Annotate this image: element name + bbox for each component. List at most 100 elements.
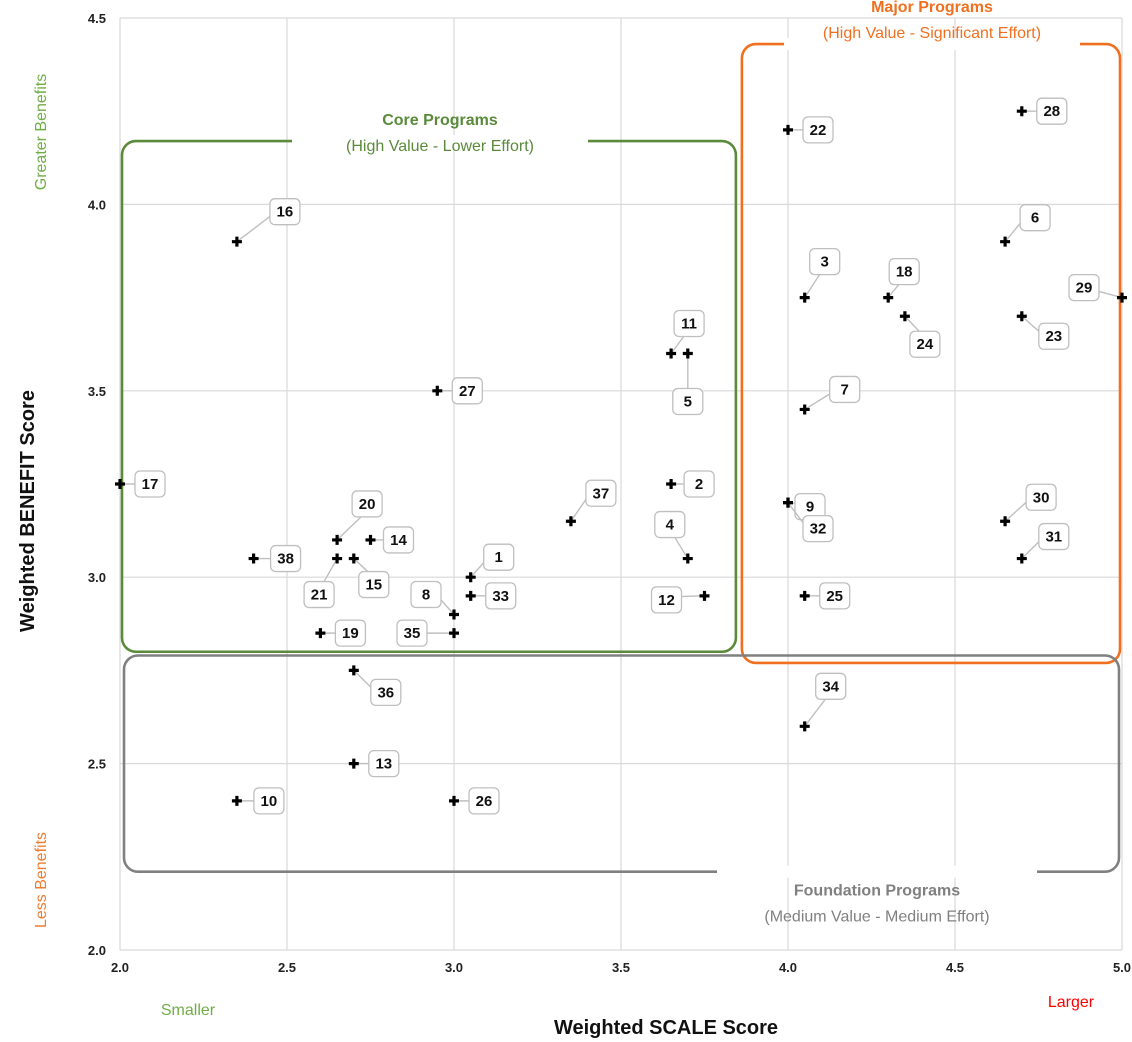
point-marker — [332, 554, 342, 564]
x-tick-label: 4.0 — [779, 960, 797, 975]
point-label: 8 — [422, 586, 430, 603]
data-point: 16 — [232, 199, 300, 247]
data-point: 28 — [1017, 98, 1067, 124]
point-connector — [671, 335, 685, 354]
y-high-label: Greater Benefits — [33, 74, 50, 191]
point-label: 28 — [1043, 103, 1060, 120]
data-point: 19 — [315, 620, 365, 646]
point-label: 32 — [810, 521, 827, 538]
point-marker — [232, 796, 242, 806]
y-tick-label: 4.5 — [88, 11, 106, 26]
data-point: 1 — [466, 544, 514, 582]
data-point: 8 — [411, 581, 459, 619]
data-point: 15 — [349, 554, 389, 598]
point-marker — [800, 591, 810, 601]
data-point: 36 — [349, 665, 401, 705]
point-connector — [805, 273, 821, 298]
point-label: 2 — [695, 476, 703, 493]
point-label: 3 — [821, 254, 829, 271]
point-label: 21 — [311, 587, 328, 604]
data-point: 21 — [304, 554, 342, 608]
point-label: 5 — [684, 394, 692, 411]
data-point: 4 — [655, 512, 693, 564]
data-point: 33 — [466, 583, 516, 609]
point-connector — [1022, 316, 1041, 333]
y-tick-label: 3.0 — [88, 570, 106, 585]
point-connector — [323, 559, 337, 584]
point-label: 1 — [495, 549, 503, 566]
data-point: 22 — [783, 117, 833, 143]
region-core: Core Programs(High Value - Lower Effort) — [122, 112, 736, 652]
point-label: 23 — [1045, 328, 1062, 345]
point-label: 12 — [658, 592, 675, 609]
y-tick-label: 2.0 — [88, 943, 106, 958]
point-connector — [805, 393, 832, 410]
point-marker — [683, 349, 693, 359]
point-label: 33 — [492, 588, 509, 605]
point-label: 10 — [261, 793, 278, 810]
x-high-label: Larger — [1048, 994, 1095, 1011]
data-point: 25 — [800, 583, 850, 609]
point-marker — [449, 628, 459, 638]
region-foundation-title-gap — [717, 866, 1037, 878]
data-point: 10 — [232, 788, 284, 814]
x-low-label: Smaller — [161, 1002, 216, 1019]
point-label: 11 — [681, 316, 697, 333]
point-label: 30 — [1033, 489, 1050, 506]
point-connector — [237, 215, 272, 242]
point-marker — [783, 498, 793, 508]
region-major-subtitle: (High Value - Significant Effort) — [823, 25, 1041, 42]
x-tick-label: 2.5 — [278, 960, 296, 975]
point-label: 14 — [390, 532, 407, 549]
data-point: 37 — [566, 480, 616, 526]
point-marker — [683, 554, 693, 564]
region-foundation-subtitle: (Medium Value - Medium Effort) — [764, 909, 989, 926]
point-marker — [1117, 293, 1127, 303]
point-connector — [354, 670, 373, 689]
data-point: 13 — [349, 751, 399, 777]
x-tick-label: 2.0 — [111, 960, 129, 975]
data-point: 31 — [1017, 524, 1069, 564]
point-label: 25 — [826, 588, 843, 605]
y-axis-title: Weighted BENEFIT Score — [17, 390, 39, 632]
point-label: 24 — [917, 336, 934, 353]
point-label: 4 — [666, 517, 675, 534]
point-marker — [783, 125, 793, 135]
y-tick-label: 4.0 — [88, 197, 106, 212]
point-label: 9 — [806, 499, 814, 516]
point-label: 27 — [459, 383, 476, 400]
point-label: 38 — [277, 551, 294, 568]
point-label: 26 — [476, 793, 493, 810]
point-marker — [349, 759, 359, 769]
data-point: 18 — [883, 259, 919, 303]
x-tick-label: 3.5 — [612, 960, 630, 975]
point-marker — [249, 554, 259, 564]
point-marker — [466, 591, 476, 601]
data-point: 11 — [666, 311, 704, 359]
data-point: 38 — [249, 546, 301, 572]
point-label: 15 — [365, 577, 382, 594]
data-point: 6 — [1000, 205, 1050, 247]
data-point: 7 — [800, 376, 860, 414]
point-marker — [800, 404, 810, 414]
point-marker — [366, 535, 376, 545]
data-point: 34 — [800, 673, 846, 731]
point-marker — [115, 479, 125, 489]
point-label: 16 — [277, 204, 294, 221]
data-point: 26 — [449, 788, 499, 814]
point-marker — [315, 628, 325, 638]
point-label: 35 — [404, 625, 421, 642]
point-label: 31 — [1045, 529, 1062, 546]
data-point: 14 — [366, 527, 414, 553]
y-tick-label: 2.5 — [88, 757, 106, 772]
data-point: 30 — [1000, 484, 1056, 526]
data-point: 24 — [900, 311, 940, 357]
point-label: 19 — [342, 625, 359, 642]
data-point: 2 — [666, 471, 714, 497]
data-point: 27 — [432, 378, 482, 404]
point-label: 29 — [1076, 280, 1093, 297]
region-core-border — [122, 141, 736, 652]
point-label: 20 — [359, 496, 376, 513]
data-point: 23 — [1017, 311, 1069, 349]
point-label: 34 — [822, 678, 839, 695]
